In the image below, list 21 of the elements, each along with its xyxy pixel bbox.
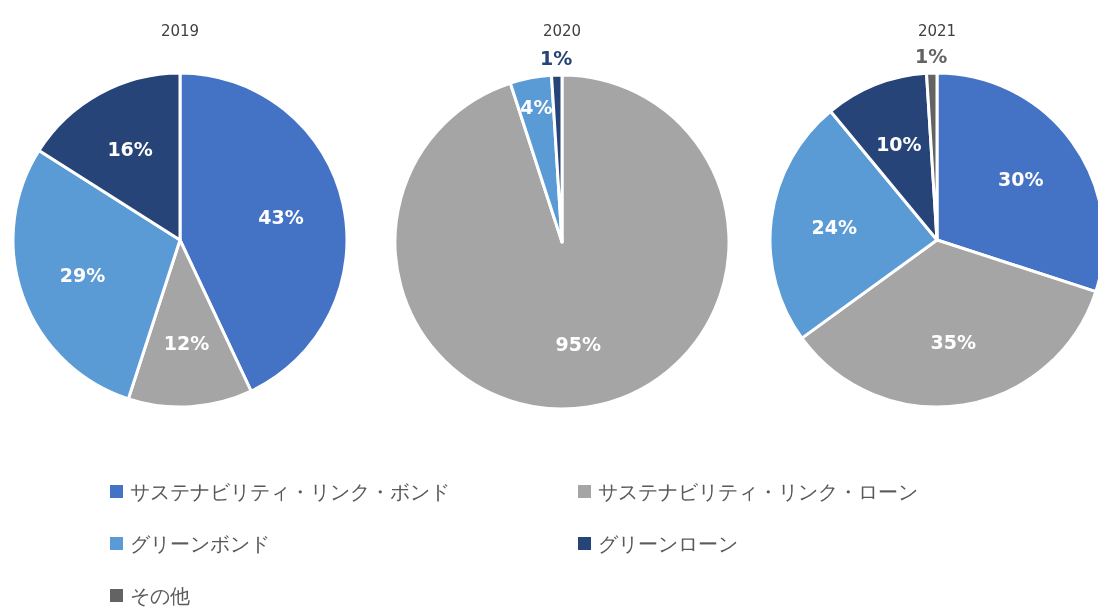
legend-label: サステナビリティ・リンク・ボンド [130, 480, 450, 504]
data-label: 12% [163, 332, 210, 355]
chart-title: 2019 [160, 22, 200, 40]
data-label: 30% [998, 168, 1044, 191]
data-label: 1% [540, 47, 573, 70]
data-label: 1% [915, 45, 948, 68]
legend-label: その他 [130, 584, 190, 608]
chart-title: 2021 [917, 22, 957, 40]
data-label: 95% [555, 333, 601, 356]
data-label: 16% [107, 138, 153, 161]
data-label: 35% [930, 331, 976, 354]
legend-label: サステナビリティ・リンク・ローン [598, 480, 918, 504]
pie-slice [393, 73, 731, 411]
data-label: 29% [59, 264, 106, 287]
legend-label: グリーンボンド [130, 532, 270, 556]
data-label: 24% [811, 216, 858, 239]
data-label: 43% [258, 206, 304, 229]
data-label: 4% [520, 96, 553, 119]
chart-title: 2020 [542, 22, 582, 40]
legend-label: グリーンローン [598, 532, 738, 556]
data-label: 10% [876, 132, 922, 155]
